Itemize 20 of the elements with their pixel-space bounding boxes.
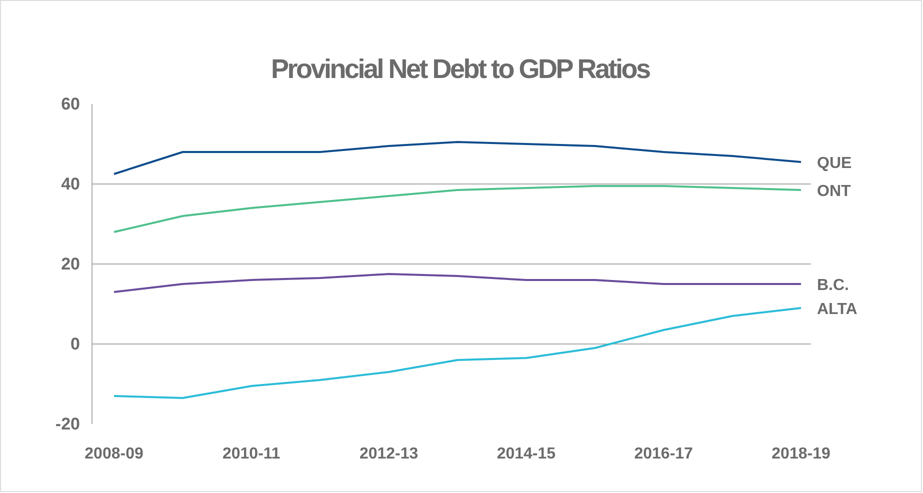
series-label: B.C. (817, 277, 849, 294)
y-tick-label: 20 (61, 254, 80, 274)
line-series (113, 185, 802, 233)
x-tick-label: 2014-15 (496, 445, 556, 462)
series-label: QUE (817, 155, 852, 172)
series-label: ALTA (817, 301, 858, 318)
line-series (113, 273, 802, 293)
x-tick-label: 2010-11 (222, 445, 280, 462)
y-tick-label: -20 (55, 414, 80, 434)
x-tick-label: 2012-13 (359, 445, 418, 462)
line-series (113, 307, 802, 399)
series-label: ONT (817, 183, 851, 200)
y-tick-label: 0 (70, 334, 80, 354)
chart-title: Provincial Net Debt to GDP Ratios (271, 54, 651, 84)
x-tick-label: 2008-09 (84, 445, 144, 462)
x-tick-label: 2016-17 (634, 445, 694, 462)
y-tick-label: 60 (61, 94, 80, 114)
y-tick-label: 40 (61, 174, 80, 194)
x-tick-label: 2018-19 (772, 445, 830, 462)
line-series (113, 141, 802, 175)
